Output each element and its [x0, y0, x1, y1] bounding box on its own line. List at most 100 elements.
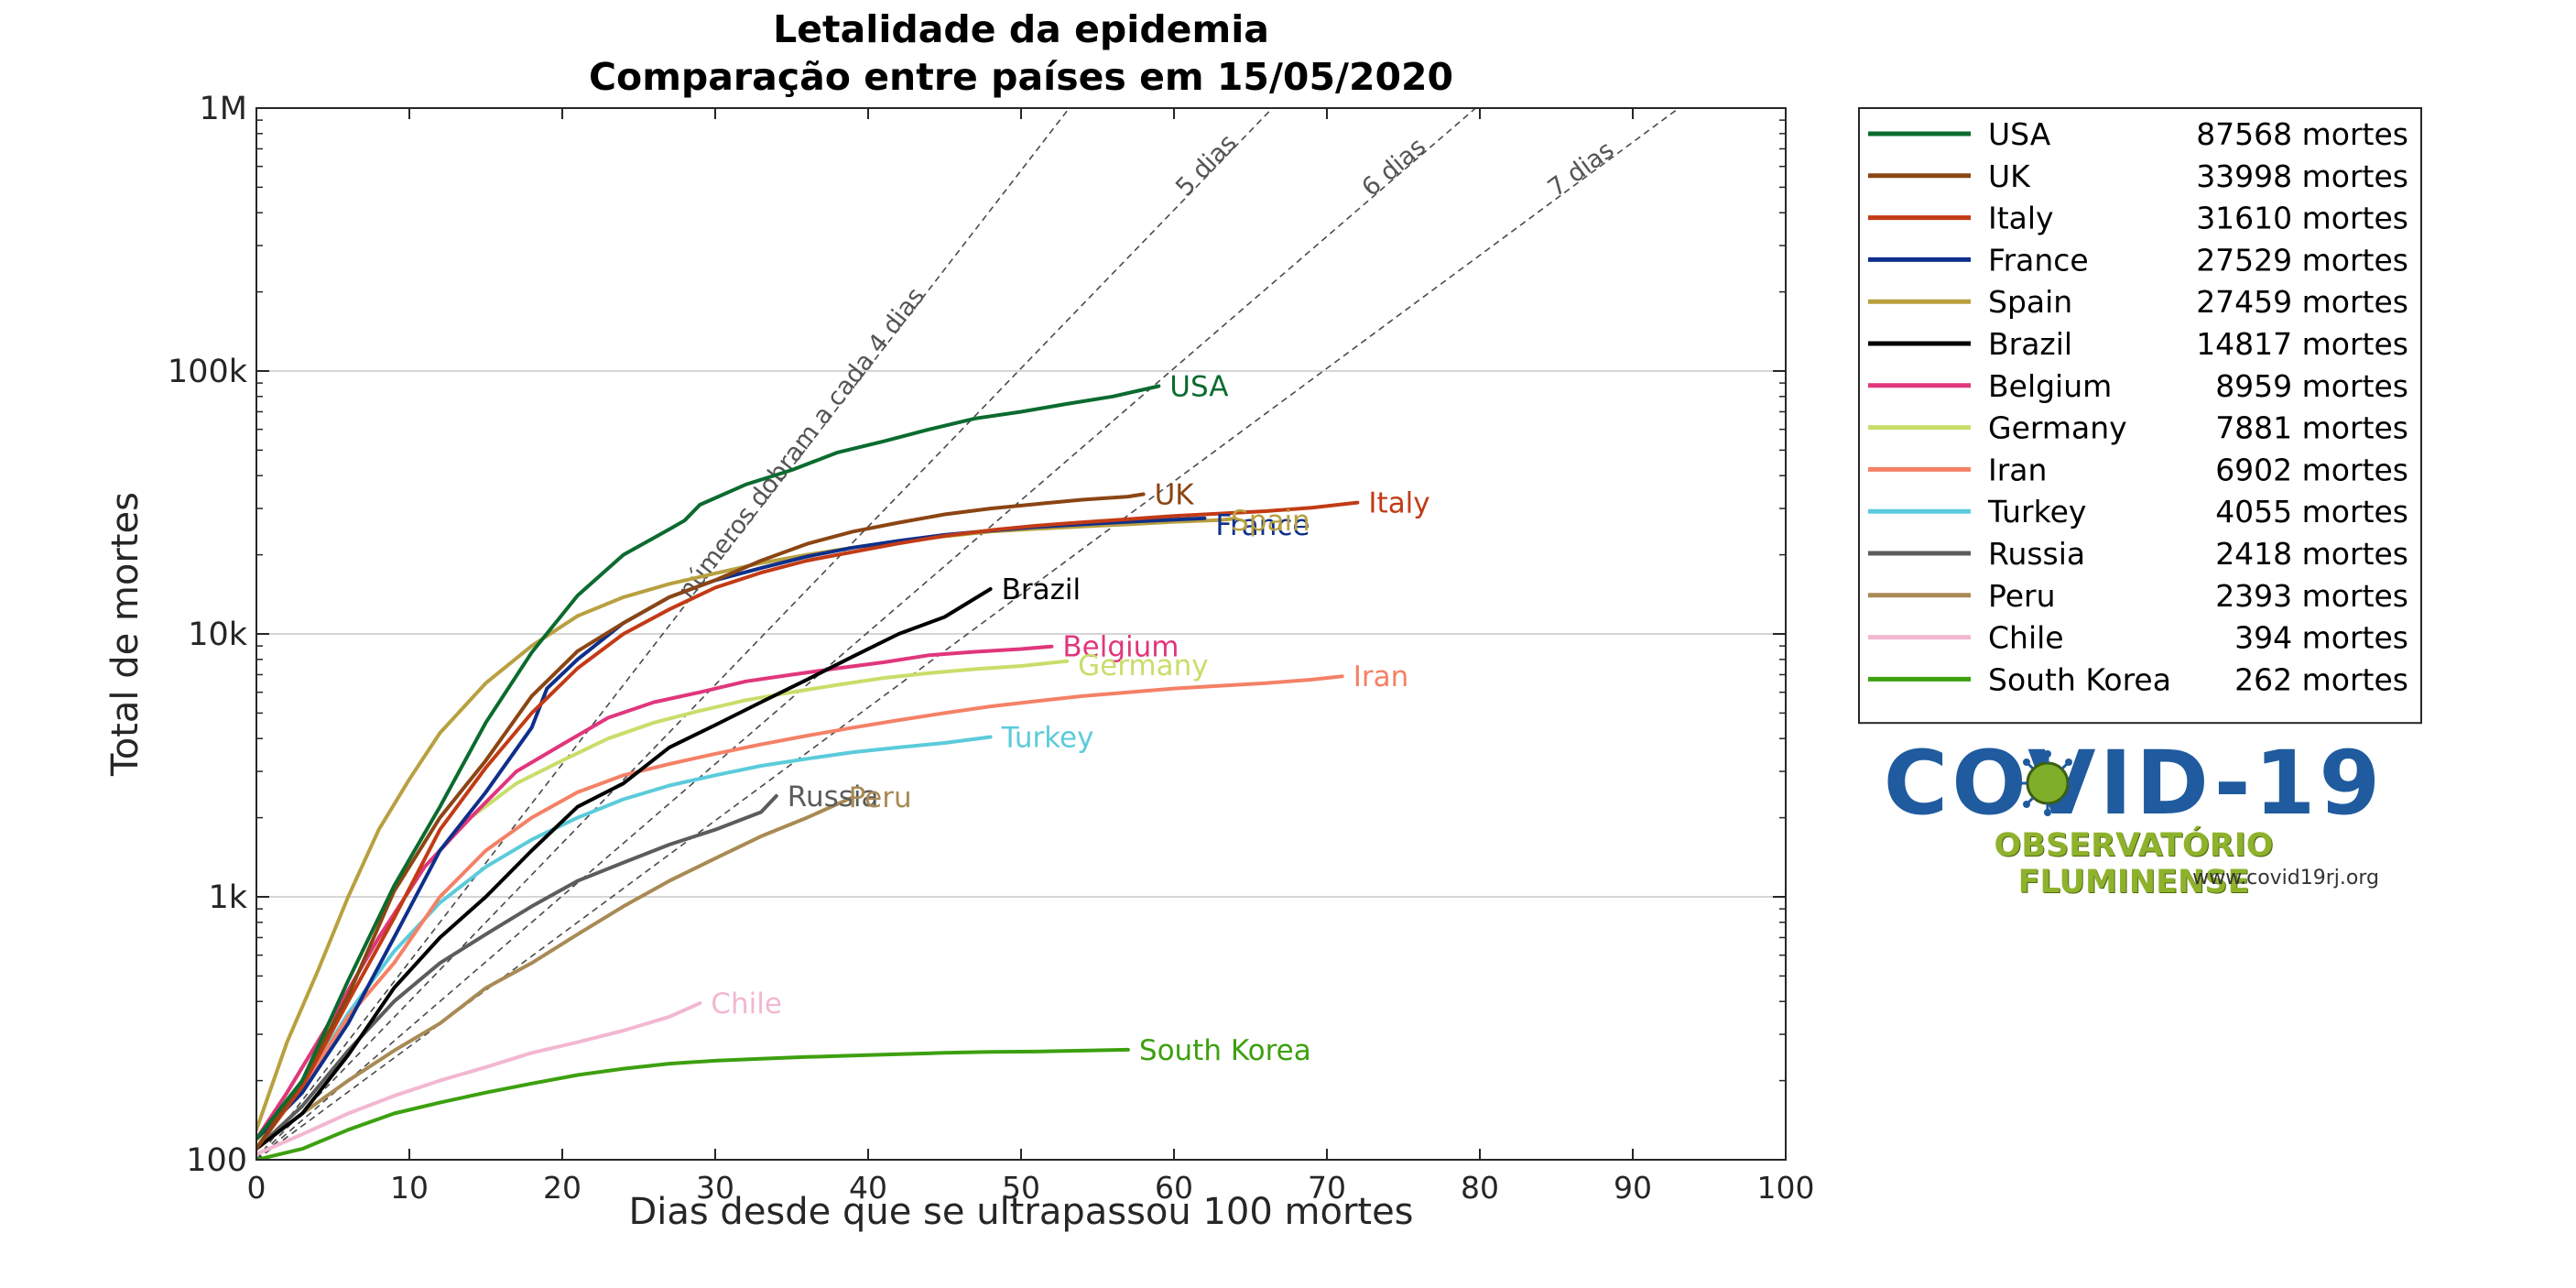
doubling-guide-line	[256, 108, 1274, 1160]
legend-country: USA	[1988, 116, 2051, 152]
x-tick-label: 20	[543, 1170, 582, 1206]
series-group	[256, 384, 1360, 1160]
x-tick-label: 40	[849, 1170, 887, 1206]
virus-icon	[2015, 750, 2081, 816]
legend-country: Spain	[1988, 284, 2072, 320]
legend-country: Brazil	[1988, 326, 2072, 362]
series-line	[256, 587, 993, 1152]
x-tick-label: 30	[696, 1170, 734, 1206]
legend-entry: Russia 2418 mortes	[1868, 536, 2408, 572]
series-end-label: France	[1215, 509, 1310, 542]
legend-country: Iran	[1988, 452, 2047, 487]
x-tick-label: 60	[1155, 1170, 1193, 1206]
y-tick-label: 1M	[200, 91, 247, 127]
x-tick-label: 70	[1308, 1170, 1346, 1206]
series-end-label: Brazil	[1002, 573, 1081, 606]
legend-country: Italy	[1988, 201, 2054, 236]
series-end-label: Turkey	[1001, 722, 1094, 755]
legend-entry: Spain 27459 mortes	[1868, 284, 2408, 320]
y-tick-label: 10k	[188, 617, 248, 653]
series-line	[256, 795, 855, 1152]
y-tick-label: 100k	[168, 354, 248, 390]
logo-title: COVID-19	[1883, 732, 2385, 835]
legend-country: UK	[1988, 158, 2031, 194]
legend-deaths: 14817 mortes	[2196, 326, 2408, 362]
series-end-label: Spain	[1231, 505, 1310, 538]
series-line	[256, 674, 1344, 1152]
series-line	[256, 644, 1054, 1141]
series-line	[256, 384, 1161, 1141]
series-end-label: Italy	[1368, 487, 1429, 520]
legend-entry: Belgium 8959 mortes	[1868, 368, 2408, 404]
legend-entry: France 27529 mortes	[1868, 242, 2408, 278]
series-line	[256, 735, 993, 1152]
series-end-label: Chile	[711, 988, 782, 1021]
legend-country: Turkey	[1987, 494, 2086, 529]
legend-entry: UK 33998 mortes	[1868, 158, 2408, 194]
x-tick-label: 10	[390, 1170, 429, 1206]
x-tick-label: 90	[1614, 1170, 1652, 1206]
series-line	[256, 1001, 702, 1156]
series-end-label: South Korea	[1139, 1034, 1311, 1067]
legend-deaths: 8959 mortes	[2215, 368, 2408, 404]
series-line	[256, 659, 1070, 1152]
legend-country: France	[1988, 242, 2089, 278]
series-end-label: Germany	[1078, 649, 1208, 682]
series-end-label: USA	[1169, 371, 1228, 404]
series-end-label: UK	[1155, 478, 1195, 511]
y-tick-label: 1k	[208, 879, 247, 916]
series-line	[256, 492, 1146, 1152]
legend-country: South Korea	[1988, 661, 2171, 697]
legend-entry: South Korea 262 mortes	[1868, 661, 2408, 697]
legend-country: Chile	[1988, 620, 2064, 656]
y-axis-label: Total de mortes	[104, 492, 147, 777]
legend-deaths: 7881 mortes	[2215, 410, 2408, 446]
series-end-label: Russia	[788, 780, 879, 813]
legend: USA 87568 mortes UK 33998 mortes Italy 31610 …	[1858, 107, 2422, 725]
legend-country: Germany	[1988, 410, 2127, 446]
legend-deaths: 87568 mortes	[2196, 116, 2408, 152]
doubling-guide-line	[256, 108, 1476, 1160]
legend-entry: Brazil 14817 mortes	[1868, 326, 2408, 362]
doubling-guide-label: 7 dias	[1543, 136, 1620, 202]
legend-entry: Turkey 4055 mortes	[1868, 494, 2408, 529]
x-tick-label: 80	[1461, 1170, 1499, 1206]
y-tick-label: 100	[186, 1142, 247, 1179]
legend-entry: Germany 7881 mortes	[1868, 410, 2408, 446]
legend-deaths: 4055 mortes	[2215, 494, 2408, 529]
legend-entry: Chile 394 mortes	[1868, 620, 2408, 656]
x-tick-label: 0	[247, 1170, 266, 1206]
legend-deaths: 31610 mortes	[2196, 201, 2408, 236]
series-line	[256, 1047, 1130, 1160]
logo-url: www.covid19rj.org	[2192, 867, 2379, 890]
legend-deaths: 394 mortes	[2234, 620, 2408, 656]
covid-observatory-logo: COVID-19 OBSERVATÓRIO FLUMINENSE www.cov…	[1877, 732, 2390, 901]
legend-deaths: 27529 mortes	[2196, 242, 2408, 278]
doubling-guides	[256, 108, 1679, 1160]
legend-country: Russia	[1988, 536, 2085, 572]
doubling-guide-line	[256, 108, 1071, 1160]
series-line	[256, 500, 1360, 1152]
x-tick-label: 50	[1002, 1170, 1040, 1206]
legend-deaths: 2418 mortes	[2215, 536, 2408, 572]
legend-country: Belgium	[1988, 368, 2112, 404]
legend-deaths: 33998 mortes	[2196, 158, 2408, 194]
series-line	[256, 793, 778, 1152]
chart-subtitle: Comparação entre países em 15/05/2020	[589, 55, 1453, 99]
series-end-label: Iran	[1353, 660, 1409, 693]
series-end-label: Peru	[849, 781, 912, 814]
series-line	[256, 517, 1237, 1132]
legend-frame	[1858, 107, 2422, 725]
legend-entry: Peru 2393 mortes	[1868, 578, 2408, 614]
doubling-guide-label: 5 dias	[1170, 129, 1243, 202]
legend-entry: Iran 6902 mortes	[1868, 452, 2408, 487]
legend-deaths: 27459 mortes	[2196, 284, 2408, 320]
doubling-guide-line	[256, 108, 1679, 1160]
series-end-label: Belgium	[1062, 631, 1179, 664]
logo-subtitle: OBSERVATÓRIO FLUMINENSE	[1994, 827, 2274, 901]
x-axis-label: Dias desde que se ultrapassou 100 mortes	[628, 1191, 1413, 1233]
legend-country: Peru	[1988, 578, 2056, 614]
legend-entry: USA 87568 mortes	[1868, 116, 2408, 152]
